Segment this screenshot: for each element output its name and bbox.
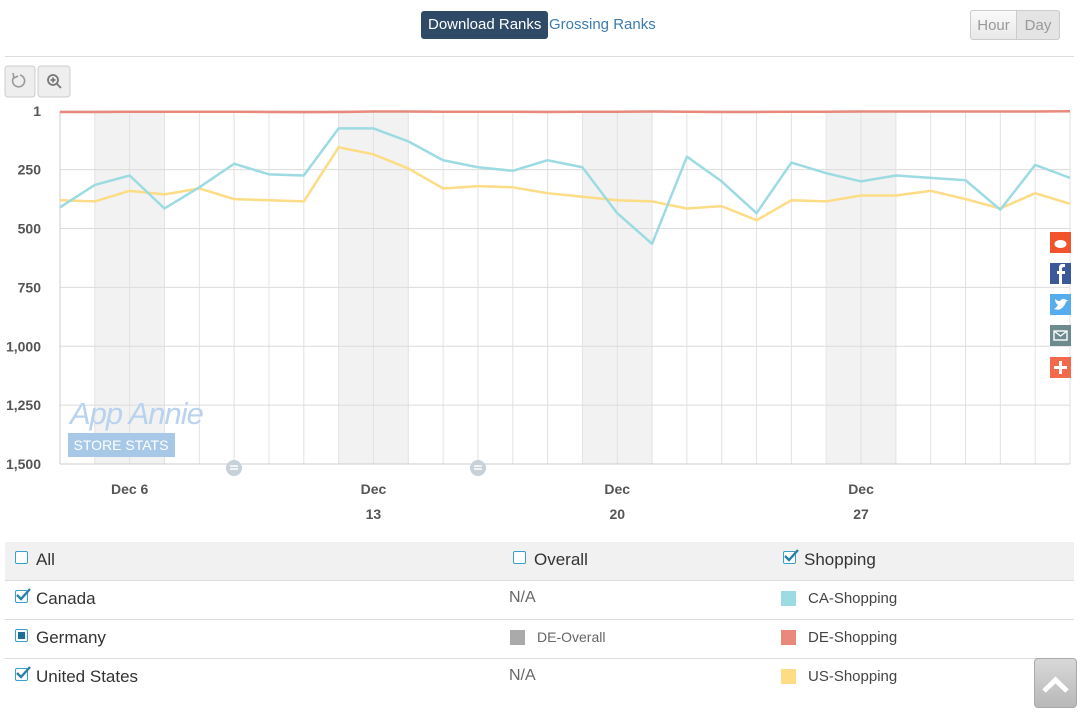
y-tick-label: 1,500 — [6, 456, 41, 472]
filter-header — [5, 542, 1074, 580]
checkbox[interactable] — [783, 549, 799, 564]
series-line — [60, 109, 1071, 114]
reddit-icon — [1054, 240, 1067, 248]
checkmark-path — [16, 666, 31, 679]
checkbox[interactable] — [513, 551, 526, 564]
scroll-top-button[interactable] — [1034, 658, 1077, 708]
partial-mark — [18, 632, 25, 639]
chevron — [1042, 676, 1069, 693]
filter-header-label: Overall — [534, 550, 588, 569]
reset-button[interactable] — [4, 65, 36, 98]
tab[interactable]: Download Ranks — [421, 11, 549, 39]
x-tick-label: Dec 20 — [604, 481, 631, 522]
legend-label: DE-Shopping — [808, 629, 898, 646]
checkbox[interactable] — [15, 629, 28, 642]
share-bar — [1050, 232, 1071, 378]
country-label: Germany — [36, 628, 106, 647]
overall-na: N/A — [509, 667, 536, 684]
y-tick-label: 1 — [33, 103, 41, 119]
x-tick-label: Dec 6 — [110, 481, 149, 497]
series-line — [59, 146, 1071, 222]
legend-swatch — [781, 630, 796, 645]
overall-na: N/A — [509, 589, 536, 606]
checkmark-path — [784, 549, 799, 562]
reset-icon — [12, 72, 19, 80]
zoom-icon — [50, 77, 62, 89]
annotation-icon — [230, 465, 238, 470]
x-tick-label: Dec 27 — [848, 481, 874, 522]
lines — [59, 109, 1071, 246]
tab[interactable]: Grossing Ranks — [549, 16, 656, 33]
y-tick-label: 250 — [18, 162, 42, 178]
y-tick-label: 1,000 — [6, 338, 41, 354]
annotation-icon[interactable] — [226, 460, 242, 476]
checkbox[interactable] — [15, 551, 28, 564]
row-divider — [5, 619, 1074, 620]
y-tick-label: 1,250 — [6, 397, 41, 413]
checkbox[interactable] — [15, 588, 31, 603]
twitter-icon — [1054, 298, 1068, 310]
more-icon — [1054, 361, 1067, 374]
scroll-top-icon — [1042, 676, 1069, 693]
filter-header-label: All — [36, 550, 55, 569]
toolbar — [4, 65, 71, 98]
legend-swatch — [781, 591, 796, 606]
overall-legend: DE-Overall — [537, 629, 606, 645]
row-divider — [5, 658, 1074, 659]
legend-swatch — [781, 669, 796, 684]
facebook-icon — [1057, 264, 1065, 284]
row-divider — [5, 580, 1074, 581]
annotation-icon[interactable] — [470, 460, 486, 476]
y-tick-label: 750 — [18, 279, 42, 295]
zoom-button[interactable] — [37, 65, 71, 98]
grid: 1 250 500 750 1,000 1,250 1,500 — [6, 103, 1071, 472]
email-icon — [1053, 330, 1068, 341]
country-label: United States — [36, 667, 139, 686]
legend-label: US-Shopping — [808, 668, 898, 685]
day-button[interactable]: Day — [1016, 10, 1060, 40]
annotation-icon — [474, 465, 482, 470]
reset-icon — [11, 74, 26, 88]
checkmark — [16, 588, 31, 601]
watermark-subtitle: STORE STATS — [74, 437, 169, 453]
zoom-icon — [47, 74, 59, 86]
x-tick-label: Dec 13 — [360, 481, 387, 522]
series-line — [59, 127, 1071, 246]
email-icon — [1053, 330, 1068, 337]
legend-swatch — [510, 630, 525, 645]
hour-button[interactable]: Hour — [970, 10, 1017, 40]
watermark-box — [68, 433, 175, 457]
chart: 1 250 500 750 1,000 1,250 1,500 App Annie STOR… — [4, 65, 1071, 476]
legend-label: CA-Shopping — [808, 590, 898, 607]
watermark-title: App Annie — [68, 396, 204, 431]
country-label: Canada — [36, 589, 96, 608]
annotations — [226, 460, 486, 476]
checkbox[interactable] — [15, 666, 31, 681]
y-tick-label: 500 — [18, 221, 42, 237]
checkmark-path — [16, 588, 31, 601]
divider — [5, 56, 1074, 57]
checkmark — [16, 666, 31, 679]
checkmark — [784, 549, 799, 562]
filter-header-label: Shopping — [804, 550, 876, 569]
